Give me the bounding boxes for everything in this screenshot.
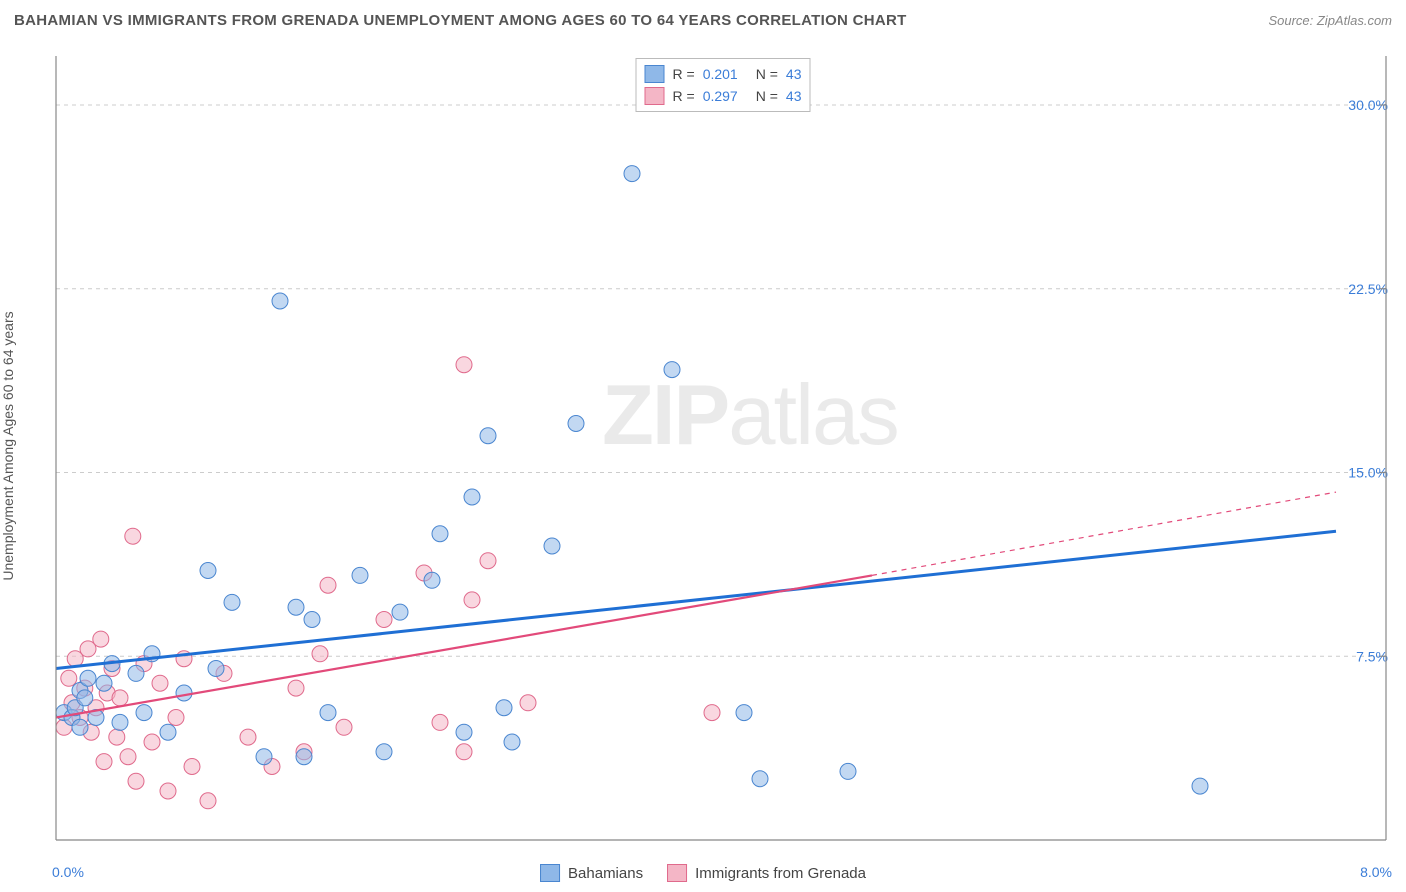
n-value-bahamians: 43 <box>786 66 802 82</box>
legend-row-grenada: R = 0.297 N = 43 <box>645 85 802 107</box>
legend-swatch-grenada <box>645 87 665 105</box>
legend-label-bahamians: Bahamians <box>568 865 643 882</box>
r-label: R = <box>673 66 695 82</box>
legend-row-bahamians: R = 0.201 N = 43 <box>645 63 802 85</box>
chart-source: Source: ZipAtlas.com <box>1268 13 1392 28</box>
r-value-grenada: 0.297 <box>703 88 738 104</box>
legend-swatch-bahamians <box>540 864 560 882</box>
chart-svg: 7.5%15.0%22.5%30.0% <box>50 50 1396 846</box>
series-legend: Bahamians Immigrants from Grenada <box>540 864 866 882</box>
chart-title: BAHAMIAN VS IMMIGRANTS FROM GRENADA UNEM… <box>14 12 907 29</box>
n-value-grenada: 43 <box>786 88 802 104</box>
scatter-plot: 7.5%15.0%22.5%30.0% R = 0.201 N = 43 R =… <box>50 50 1396 846</box>
legend-item-grenada: Immigrants from Grenada <box>667 864 866 882</box>
y-axis-label: Unemployment Among Ages 60 to 64 years <box>0 246 16 646</box>
legend-swatch-grenada <box>667 864 687 882</box>
n-label: N = <box>756 66 778 82</box>
r-value-bahamians: 0.201 <box>703 66 738 82</box>
correlation-legend: R = 0.201 N = 43 R = 0.297 N = 43 <box>636 58 811 112</box>
x-tick-max: 8.0% <box>1360 864 1392 880</box>
legend-swatch-bahamians <box>645 65 665 83</box>
n-label: N = <box>756 88 778 104</box>
x-tick-min: 0.0% <box>52 864 84 880</box>
r-label: R = <box>673 88 695 104</box>
legend-label-grenada: Immigrants from Grenada <box>695 865 866 882</box>
legend-item-bahamians: Bahamians <box>540 864 643 882</box>
chart-header: BAHAMIAN VS IMMIGRANTS FROM GRENADA UNEM… <box>0 0 1406 40</box>
